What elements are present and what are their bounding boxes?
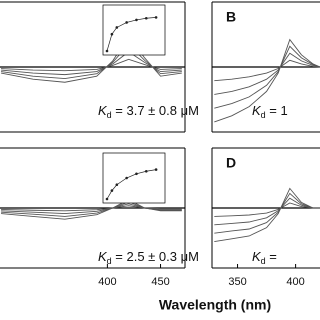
spectrum-line (214, 59, 320, 82)
inset-point (125, 176, 128, 180)
inset-point (110, 189, 114, 192)
panel-letter: D (226, 155, 236, 171)
spectrum-line (214, 187, 320, 243)
spectrum-line (0, 43, 182, 80)
kd-annotation: Kd = 3.7 ± 0.8 μM (98, 103, 199, 120)
inset-frame (102, 4, 166, 56)
kd-symbol: K (98, 249, 108, 264)
inset-point (135, 18, 138, 22)
inset-point (115, 183, 119, 187)
inset-point (105, 197, 109, 201)
inset-point (144, 16, 148, 20)
spectrum-line (214, 45, 320, 109)
inset-point (135, 172, 138, 176)
kd-annotation: Kd = 2.5 ± 0.3 μM (98, 249, 199, 266)
panel-letter: B (226, 9, 236, 25)
x-tick-label: 450 (151, 276, 169, 288)
inset-point (154, 16, 158, 19)
inset-point (110, 32, 114, 36)
x-axis-label: Wavelength (nm) (159, 297, 271, 313)
x-tick-label: 400 (286, 276, 304, 288)
kd-subscript: d (261, 256, 266, 266)
x-tick-label: 400 (98, 276, 116, 288)
spectrum-line (214, 38, 320, 123)
spectrum-line (214, 52, 320, 95)
kd-value: = 2.5 ± 0.3 μM (112, 249, 199, 264)
kd-annotation: Kd = (252, 249, 277, 266)
inset-point (115, 26, 119, 29)
kd-value: = 1 (266, 103, 288, 118)
inset-point (154, 168, 158, 171)
kd-value: = (266, 249, 277, 264)
spectrum-line (0, 35, 182, 83)
kd-symbol: K (252, 103, 262, 118)
kd-symbol: K (98, 103, 108, 118)
kd-subscript: d (107, 256, 112, 266)
kd-subscript: d (107, 110, 112, 120)
spectrum-line (214, 197, 320, 226)
inset-frame (102, 152, 166, 204)
inset-point (144, 169, 148, 173)
spectrum-line (1, 201, 182, 217)
x-tick-label: 350 (228, 276, 246, 288)
spectrum-line (214, 202, 320, 217)
spectrum-line (1, 51, 182, 76)
kd-annotation: Kd = 1 (252, 103, 288, 120)
spectrum-line (1, 199, 182, 220)
kd-subscript: d (261, 110, 266, 120)
spectrum-line (1, 203, 182, 215)
kd-value: = 3.7 ± 0.8 μM (112, 103, 199, 118)
inset-point (105, 49, 109, 53)
kd-symbol: K (252, 249, 262, 264)
inset-point (125, 21, 128, 24)
spectrum-line (1, 58, 182, 72)
